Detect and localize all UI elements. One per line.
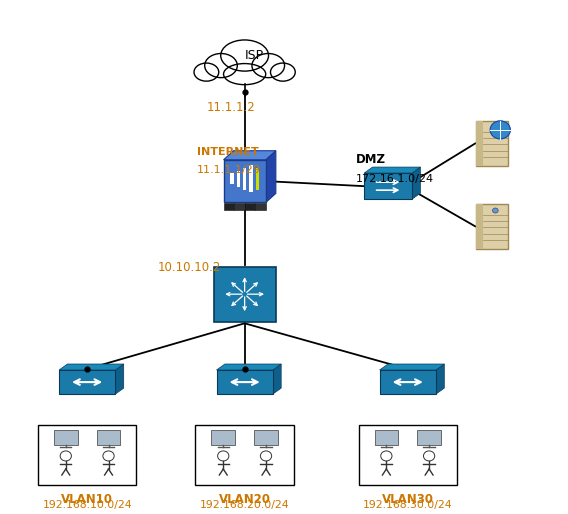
Circle shape	[103, 451, 114, 461]
Text: ISP: ISP	[245, 49, 264, 62]
Ellipse shape	[252, 53, 285, 78]
FancyBboxPatch shape	[211, 430, 235, 445]
FancyBboxPatch shape	[254, 430, 278, 445]
FancyBboxPatch shape	[38, 425, 136, 485]
FancyBboxPatch shape	[195, 425, 294, 485]
Text: INTERNET: INTERNET	[197, 147, 258, 157]
Ellipse shape	[204, 53, 237, 78]
Polygon shape	[364, 167, 420, 173]
Circle shape	[490, 121, 511, 139]
FancyBboxPatch shape	[224, 203, 234, 210]
Text: VLAN20: VLAN20	[219, 492, 270, 506]
Polygon shape	[115, 364, 124, 394]
FancyBboxPatch shape	[216, 370, 273, 394]
FancyBboxPatch shape	[476, 121, 483, 166]
Text: 172.16.1.0/24: 172.16.1.0/24	[356, 174, 433, 183]
FancyBboxPatch shape	[245, 203, 255, 210]
FancyBboxPatch shape	[249, 165, 253, 193]
Text: 11.1.1.2: 11.1.1.2	[206, 101, 255, 114]
FancyBboxPatch shape	[358, 425, 457, 485]
Text: VLAN30: VLAN30	[382, 492, 434, 506]
FancyBboxPatch shape	[224, 160, 266, 203]
Polygon shape	[266, 151, 276, 203]
Polygon shape	[216, 364, 281, 370]
Circle shape	[492, 125, 498, 130]
Text: 192.168.30.0/24: 192.168.30.0/24	[363, 500, 453, 510]
FancyBboxPatch shape	[243, 168, 247, 190]
FancyBboxPatch shape	[417, 430, 441, 445]
FancyBboxPatch shape	[230, 173, 233, 184]
FancyBboxPatch shape	[54, 430, 78, 445]
Circle shape	[381, 451, 392, 461]
FancyBboxPatch shape	[255, 203, 266, 210]
Polygon shape	[59, 364, 124, 370]
Ellipse shape	[270, 63, 295, 81]
Text: 10.10.10.2: 10.10.10.2	[157, 261, 221, 274]
Text: 11.1.1.1/29: 11.1.1.1/29	[197, 165, 261, 175]
Polygon shape	[412, 167, 420, 199]
FancyBboxPatch shape	[256, 168, 259, 190]
FancyBboxPatch shape	[364, 173, 412, 199]
Ellipse shape	[224, 64, 266, 85]
Circle shape	[60, 451, 72, 461]
FancyBboxPatch shape	[476, 204, 508, 249]
Text: 192.168.20.0/24: 192.168.20.0/24	[200, 500, 290, 510]
Circle shape	[424, 451, 435, 461]
Text: VLAN10: VLAN10	[61, 492, 113, 506]
Circle shape	[492, 208, 498, 213]
FancyBboxPatch shape	[476, 121, 508, 166]
FancyBboxPatch shape	[234, 203, 245, 210]
FancyBboxPatch shape	[237, 171, 240, 187]
Text: DMZ: DMZ	[356, 153, 386, 166]
Polygon shape	[273, 364, 281, 394]
Polygon shape	[436, 364, 444, 394]
Circle shape	[218, 451, 229, 461]
Ellipse shape	[194, 63, 219, 81]
Polygon shape	[379, 364, 444, 370]
FancyBboxPatch shape	[374, 430, 398, 445]
FancyBboxPatch shape	[214, 267, 275, 322]
Ellipse shape	[221, 40, 269, 71]
Circle shape	[260, 451, 272, 461]
FancyBboxPatch shape	[379, 370, 436, 394]
Polygon shape	[224, 151, 276, 160]
FancyBboxPatch shape	[97, 430, 120, 445]
FancyBboxPatch shape	[59, 370, 115, 394]
FancyBboxPatch shape	[476, 204, 483, 249]
Text: 192.168.10.0/24: 192.168.10.0/24	[43, 500, 132, 510]
